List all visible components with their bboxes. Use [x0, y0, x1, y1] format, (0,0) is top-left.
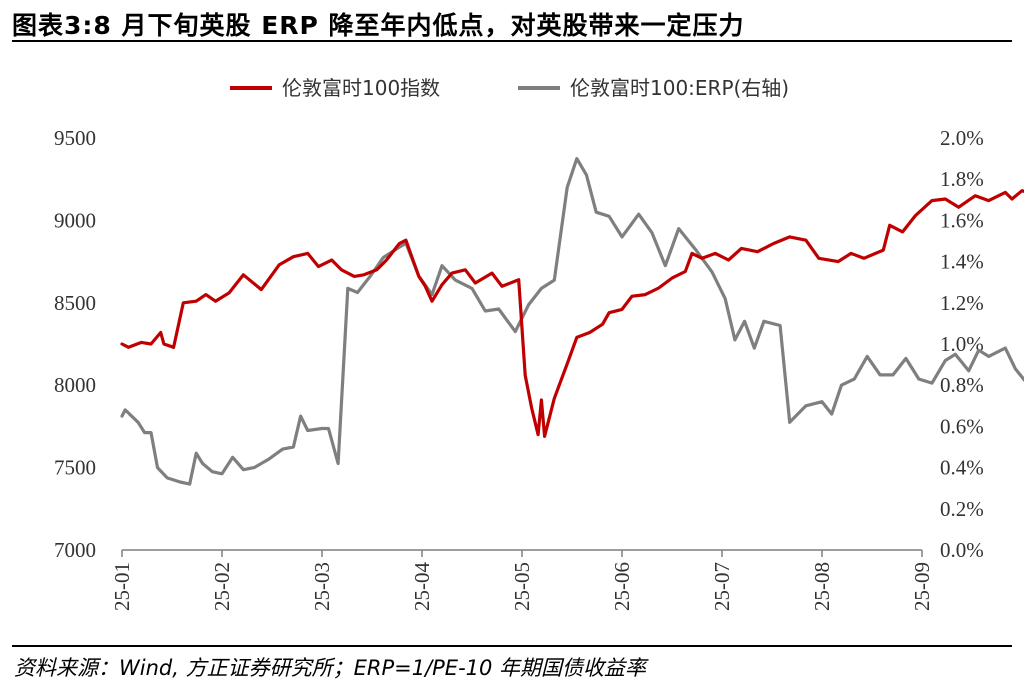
x-tick-label: 25-06 [610, 562, 634, 611]
legend-label-erp: 伦敦富时100:ERP(右轴) [570, 76, 789, 100]
x-tick-label: 25-03 [310, 562, 334, 611]
legend-label-ftse: 伦敦富时100指数 [282, 76, 440, 100]
source-note: 资料来源：Wind, 方正证券研究所；ERP=1/PE-10 年期国债收益率 [14, 656, 647, 680]
right-tick-label: 1.2% [940, 291, 984, 315]
right-tick-label: 0.8% [940, 373, 984, 397]
plot-lines [120, 157, 1024, 486]
right-tick-label: 0.6% [940, 414, 984, 438]
left-tick-label: 7500 [54, 456, 96, 480]
legend: 伦敦富时100指数 伦敦富时100:ERP(右轴) [230, 76, 789, 100]
right-tick-label: 0.4% [940, 456, 984, 480]
x-tick-label: 25-04 [410, 562, 434, 611]
left-tick-label: 9500 [54, 126, 96, 150]
right-tick-label: 1.8% [940, 167, 984, 191]
bottom-rule [12, 645, 1012, 647]
right-tick-label: 0.0% [940, 538, 984, 562]
left-tick-label: 7000 [54, 538, 96, 562]
right-tick-label: 1.4% [940, 250, 984, 274]
x-tick-label: 25-05 [510, 562, 534, 611]
series-line-erp [120, 157, 1024, 486]
axes: 25-01 25-02 25-03 25-04 25-05 25-06 25-07 25-08… [54, 126, 984, 611]
left-tick-label: 8500 [54, 291, 96, 315]
x-tick-label: 25-09 [910, 562, 934, 611]
left-tick-label: 8000 [54, 373, 96, 397]
x-tick-label: 25-07 [710, 562, 734, 611]
right-tick-label: 2.0% [940, 126, 984, 150]
left-tick-label: 9000 [54, 208, 96, 232]
top-rule [12, 40, 1012, 42]
series-line-ftse100 [120, 189, 1024, 438]
x-tick-label: 25-02 [210, 562, 234, 611]
x-tick-label: 25-08 [810, 562, 834, 611]
right-tick-label: 0.2% [940, 497, 984, 521]
chart-title: 图表3:8 月下旬英股 ERP 降至年内低点，对英股带来一定压力 [12, 11, 745, 40]
x-tick-label: 25-01 [110, 562, 134, 611]
right-tick-label: 1.6% [940, 208, 984, 232]
